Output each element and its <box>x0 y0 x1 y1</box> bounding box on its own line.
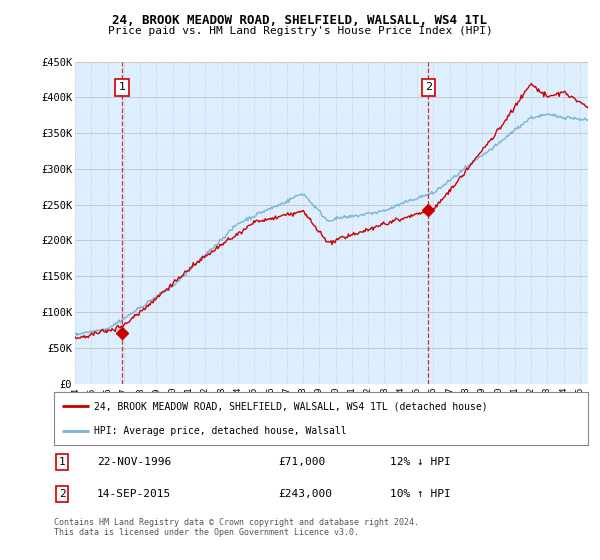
Text: 1: 1 <box>59 457 65 467</box>
Text: 14-SEP-2015: 14-SEP-2015 <box>97 489 171 500</box>
Text: £243,000: £243,000 <box>278 489 332 500</box>
Text: 24, BROOK MEADOW ROAD, SHELFIELD, WALSALL, WS4 1TL (detached house): 24, BROOK MEADOW ROAD, SHELFIELD, WALSAL… <box>94 402 488 412</box>
Text: 1: 1 <box>119 82 126 92</box>
Text: £71,000: £71,000 <box>278 457 326 467</box>
Text: Price paid vs. HM Land Registry's House Price Index (HPI): Price paid vs. HM Land Registry's House … <box>107 26 493 36</box>
Text: 12% ↓ HPI: 12% ↓ HPI <box>391 457 451 467</box>
Text: 10% ↑ HPI: 10% ↑ HPI <box>391 489 451 500</box>
Text: 2: 2 <box>59 489 65 500</box>
Text: HPI: Average price, detached house, Walsall: HPI: Average price, detached house, Wals… <box>94 426 347 436</box>
Bar <box>67 62 75 384</box>
Text: 24, BROOK MEADOW ROAD, SHELFIELD, WALSALL, WS4 1TL: 24, BROOK MEADOW ROAD, SHELFIELD, WALSAL… <box>113 14 487 27</box>
Text: 2: 2 <box>425 82 432 92</box>
Text: Contains HM Land Registry data © Crown copyright and database right 2024.
This d: Contains HM Land Registry data © Crown c… <box>54 518 419 538</box>
Text: 22-NOV-1996: 22-NOV-1996 <box>97 457 171 467</box>
